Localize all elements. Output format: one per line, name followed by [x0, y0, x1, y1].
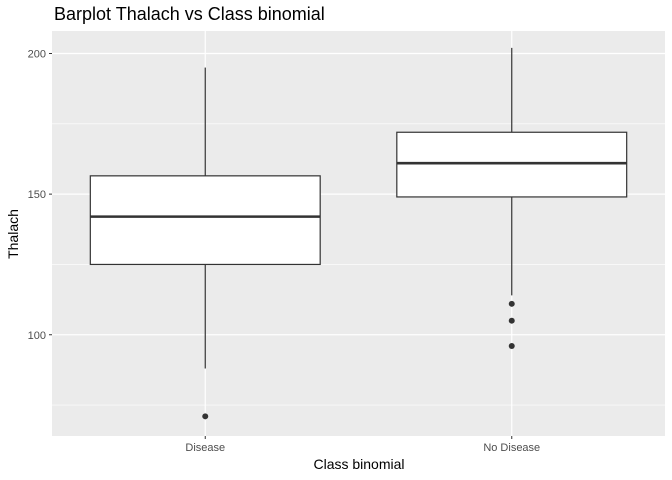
- x-tick-label: Disease: [185, 442, 225, 454]
- chart-title: Barplot Thalach vs Class binomial: [54, 4, 325, 24]
- box-iqr: [396, 131, 628, 198]
- y-tick-label: 150: [28, 189, 46, 201]
- outlier-point: [508, 317, 515, 324]
- y-axis-title: Thalach: [5, 209, 21, 259]
- boxplot-no-disease: [396, 47, 628, 349]
- boxplots: [89, 47, 628, 420]
- boxplot-disease: [89, 67, 321, 420]
- y-tick-label: 200: [28, 49, 46, 61]
- outlier-point: [202, 413, 209, 420]
- box-iqr: [89, 175, 321, 266]
- axes: 100 150 200 Disease No Disease: [28, 49, 541, 455]
- outlier-point: [508, 300, 515, 307]
- y-tick-label: 100: [28, 330, 46, 342]
- outlier-point: [508, 343, 515, 349]
- x-axis-title: Class binomial: [313, 456, 404, 472]
- x-tick-label: No Disease: [483, 442, 540, 454]
